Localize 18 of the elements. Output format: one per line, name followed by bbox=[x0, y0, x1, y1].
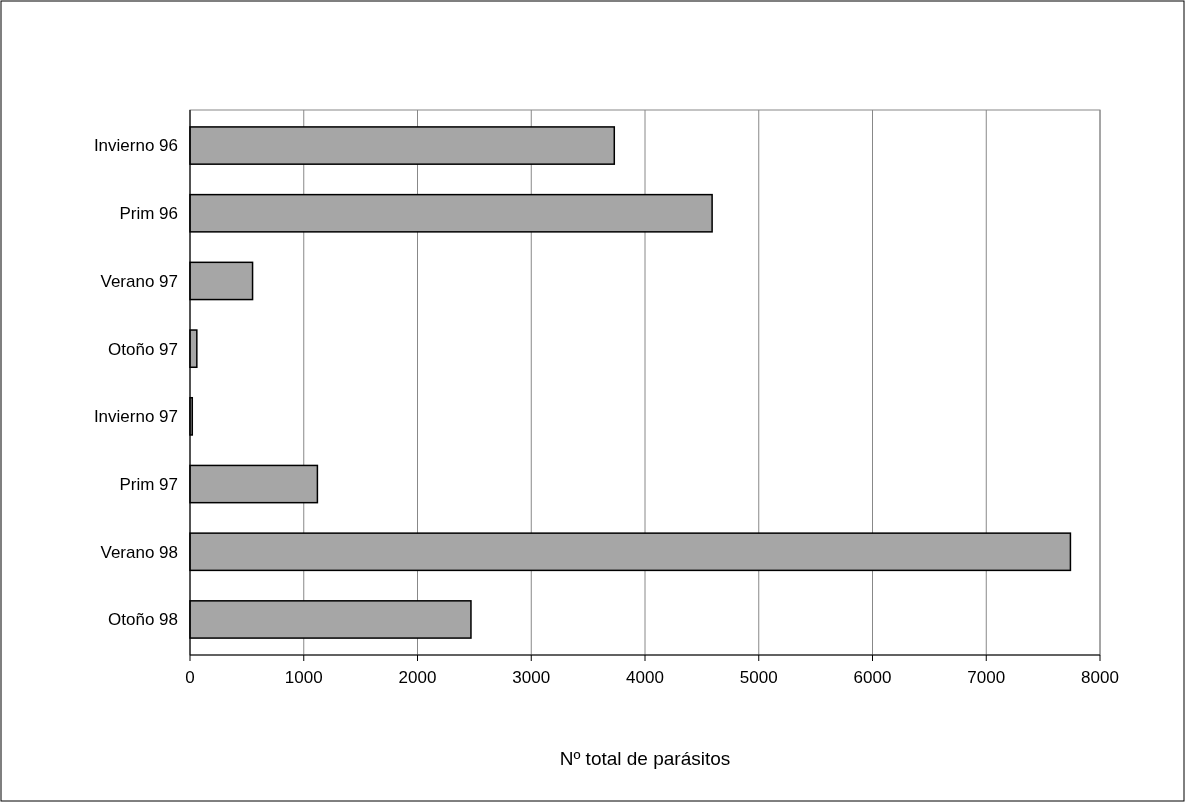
y-tick-label: Otoño 97 bbox=[108, 339, 178, 359]
x-tick-label: 8000 bbox=[1081, 668, 1119, 687]
x-tick-label: 2000 bbox=[398, 668, 437, 687]
y-tick-label: Verano 98 bbox=[100, 542, 178, 562]
x-tick-label: 4000 bbox=[626, 668, 664, 687]
x-tick-label: 7000 bbox=[967, 668, 1006, 687]
y-tick-label: Otoño 98 bbox=[108, 610, 178, 630]
y-tick-label: Prim 96 bbox=[119, 204, 178, 224]
y-tick-label: Prim 97 bbox=[119, 475, 178, 494]
x-tick-label: 3000 bbox=[512, 668, 551, 687]
y-tick-label: Verano 97 bbox=[100, 271, 178, 291]
x-tick-label: 0 bbox=[185, 668, 195, 687]
y-tick-label: Invierno 97 bbox=[93, 407, 178, 427]
x-axis-title: Nº total de parásitos bbox=[559, 748, 731, 769]
x-tick-label: 5000 bbox=[739, 668, 778, 687]
y-tick-label: Invierno 96 bbox=[93, 136, 178, 156]
x-tick-label: 6000 bbox=[853, 668, 892, 687]
x-tick-label: 1000 bbox=[284, 668, 323, 687]
